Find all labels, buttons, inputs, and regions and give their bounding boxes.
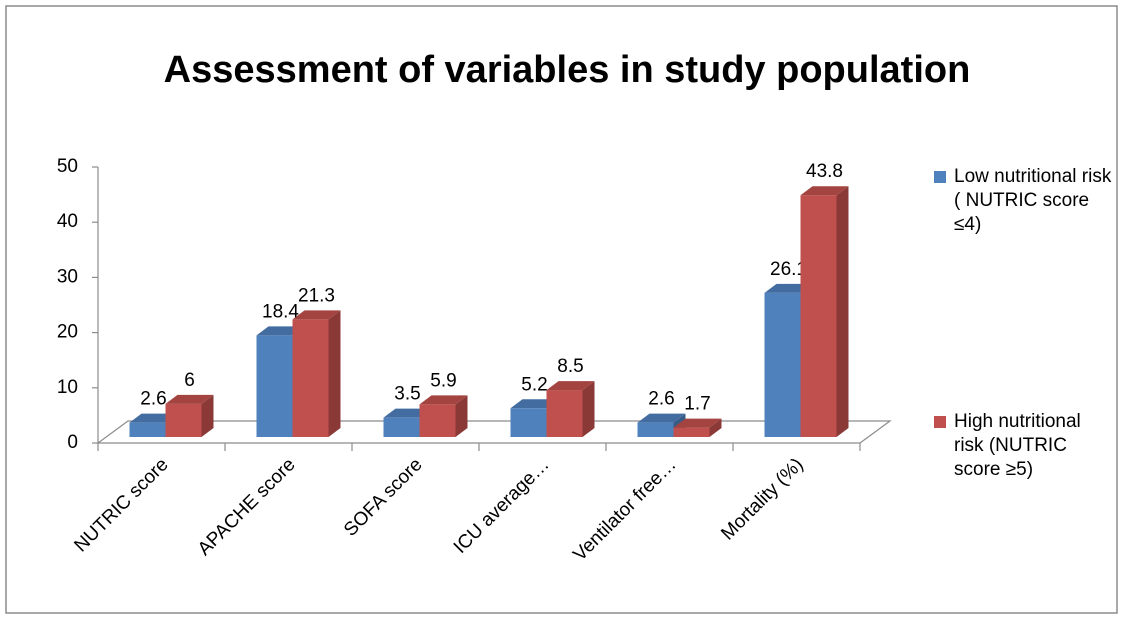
chart-title: Assessment of variables in study populat… — [164, 49, 971, 91]
bar — [165, 403, 202, 437]
bar-side — [709, 418, 722, 437]
y-tick-label: 0 — [67, 432, 78, 453]
legend-item: High nutritional risk (NUTRIC score ≥5) — [934, 410, 1114, 482]
y-tick-label: 20 — [57, 322, 78, 343]
bar-top — [637, 413, 686, 423]
bar — [800, 195, 837, 437]
bar-side — [201, 394, 214, 437]
value-label: 21.3 — [298, 285, 335, 306]
bar — [637, 422, 674, 437]
value-label: 2.6 — [648, 389, 674, 410]
legend-swatch — [934, 416, 946, 428]
bar — [419, 404, 456, 437]
legend-item: Low nutritional risk ( NUTRIC score ≤4) — [934, 165, 1114, 237]
value-label: 1.7 — [684, 394, 710, 415]
chart-border — [5, 5, 1118, 614]
y-tick-label: 40 — [57, 211, 78, 232]
bar-top — [292, 310, 341, 320]
value-label: 5.9 — [430, 370, 456, 391]
bar — [256, 335, 293, 437]
bar-top — [800, 186, 849, 196]
value-label: 8.5 — [557, 356, 583, 377]
legend-swatch — [934, 171, 946, 183]
bar — [546, 390, 583, 437]
bar — [764, 292, 801, 437]
bar — [383, 417, 420, 437]
legend-label: Low nutritional risk ( NUTRIC score ≤4) — [954, 166, 1112, 235]
bar — [673, 427, 710, 437]
bar-side — [328, 310, 341, 437]
bar — [510, 408, 547, 437]
value-label: 18.4 — [262, 301, 299, 322]
value-label: 3.5 — [394, 384, 420, 405]
bar — [129, 422, 166, 437]
bar-top — [546, 381, 595, 391]
bar-top — [419, 395, 468, 405]
value-label: 5.2 — [521, 374, 547, 395]
legend-label: High nutritional risk (NUTRIC score ≥5) — [954, 411, 1081, 480]
bar-top — [673, 418, 722, 428]
value-label: 2.6 — [140, 389, 166, 410]
bar-side — [582, 381, 595, 437]
value-label: 26.1 — [770, 259, 807, 280]
bar-side — [836, 186, 849, 437]
value-label: 6 — [184, 370, 195, 391]
y-tick-label: 50 — [57, 156, 78, 177]
value-label: 43.8 — [806, 161, 843, 182]
y-tick-label: 10 — [57, 377, 78, 398]
bar-side — [455, 395, 468, 437]
bar — [292, 319, 329, 437]
bar-top — [165, 394, 214, 404]
y-tick-label: 30 — [57, 266, 78, 287]
